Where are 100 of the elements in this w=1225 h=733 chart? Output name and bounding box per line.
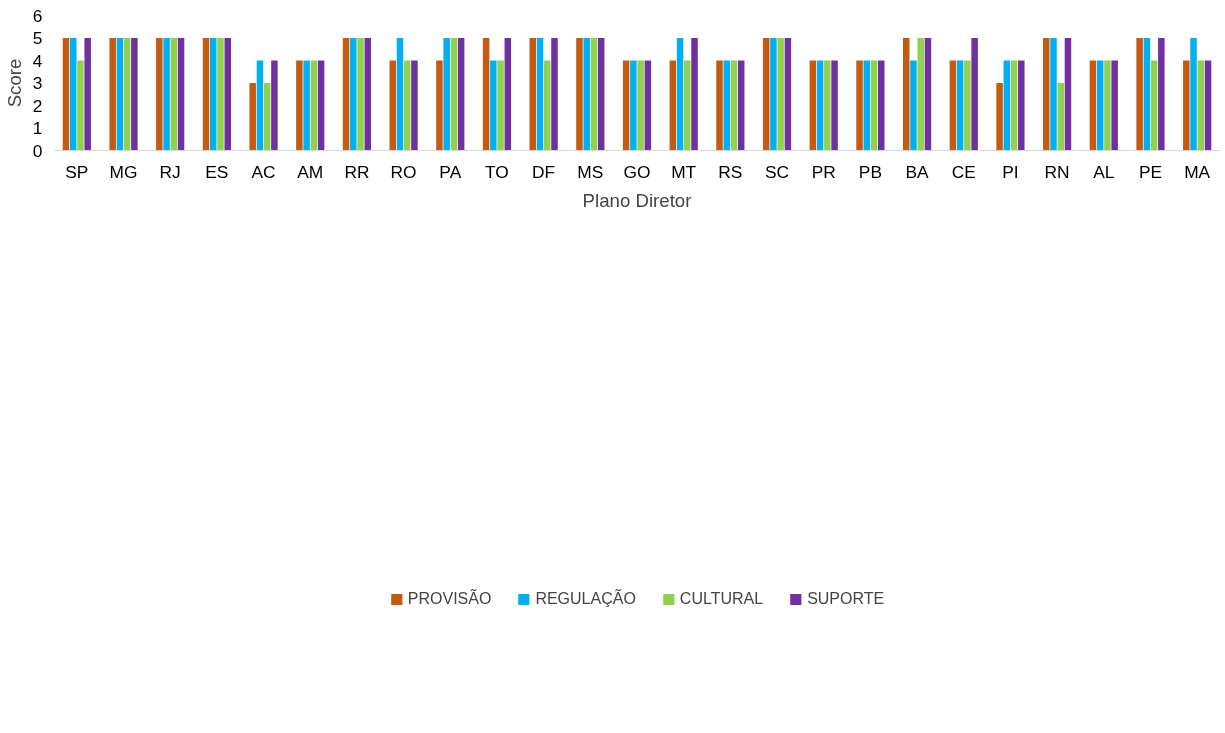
bar <box>971 38 978 151</box>
bar <box>762 38 770 151</box>
bar <box>342 38 350 151</box>
bar <box>202 38 210 151</box>
bar <box>1143 38 1151 151</box>
x-tick-label: RR <box>344 161 370 182</box>
bar <box>403 60 411 151</box>
bar <box>350 38 357 151</box>
x-tick-label: AC <box>251 161 276 182</box>
bar <box>271 60 278 151</box>
bar <box>1158 38 1165 151</box>
bar <box>396 38 404 151</box>
bar <box>784 38 792 151</box>
bar <box>1104 60 1111 151</box>
x-tick-label: RO <box>390 161 417 182</box>
bar <box>1136 38 1143 151</box>
y-tick-label: 2 <box>32 95 43 116</box>
bar <box>77 60 84 151</box>
bar <box>263 83 271 151</box>
bar <box>917 38 924 151</box>
x-tick-label: PA <box>439 161 462 182</box>
bar <box>457 38 465 151</box>
x-tick-label: PI <box>1002 161 1019 182</box>
bar <box>170 38 178 151</box>
bar <box>684 60 691 151</box>
bar <box>249 83 256 151</box>
y-tick-label: 4 <box>32 50 43 71</box>
bar <box>123 38 131 151</box>
y-tick-label: 6 <box>32 5 43 26</box>
bar <box>256 60 264 151</box>
bar <box>824 60 831 151</box>
bar <box>490 60 497 151</box>
bar <box>630 60 637 151</box>
y-tick-label: 0 <box>32 140 43 161</box>
bar <box>1111 60 1118 151</box>
bar <box>1064 38 1072 151</box>
legend-label: REGULAÇÃO <box>535 589 636 608</box>
bar <box>536 38 544 151</box>
bar <box>529 38 537 151</box>
bar <box>482 38 490 151</box>
bar <box>576 38 583 151</box>
x-tick-label: DF <box>532 161 556 182</box>
x-tick-label: MA <box>1184 161 1211 182</box>
bar <box>716 60 723 151</box>
bar <box>902 38 910 151</box>
x-tick-label: BA <box>905 161 930 182</box>
bar <box>723 60 730 151</box>
bar <box>364 38 372 151</box>
bar <box>450 38 458 151</box>
bar <box>924 38 932 151</box>
bar <box>357 38 364 151</box>
legend-label: PROVISÃO <box>407 589 492 608</box>
bar <box>597 38 605 151</box>
y-tick-label: 5 <box>32 28 43 48</box>
bar <box>1096 60 1104 151</box>
bar <box>389 60 396 151</box>
bar <box>62 38 70 151</box>
x-tick-label: ES <box>205 161 229 182</box>
bar <box>669 60 677 151</box>
bar <box>69 38 77 151</box>
bar <box>1018 60 1025 151</box>
x-tick-label: SC <box>765 161 790 182</box>
bar <box>109 38 116 151</box>
bar <box>622 60 630 151</box>
bar <box>217 38 224 151</box>
bar <box>964 60 971 151</box>
bar <box>1150 60 1158 151</box>
bar <box>296 60 303 151</box>
bar <box>436 60 443 151</box>
x-tick-label: RS <box>718 161 743 182</box>
bar <box>1089 60 1097 151</box>
bar <box>210 38 217 151</box>
x-tick-label: AM <box>297 161 324 182</box>
bar <box>770 38 777 151</box>
x-tick-label: RJ <box>159 161 181 182</box>
bar <box>1003 60 1011 151</box>
bar <box>863 60 871 151</box>
x-tick-label: PB <box>858 161 882 182</box>
x-axis-title: Plano Diretor <box>582 189 692 211</box>
x-tick-label: MG <box>109 161 138 182</box>
bar <box>131 38 138 151</box>
bar <box>870 60 878 151</box>
x-tick-label: MS <box>577 161 604 182</box>
bar <box>84 38 91 151</box>
bar <box>956 60 964 151</box>
x-tick-label: AL <box>1093 161 1115 182</box>
bar <box>816 60 824 151</box>
x-tick-label: GO <box>623 161 651 182</box>
bar <box>1197 60 1205 151</box>
bar <box>303 60 310 151</box>
bar <box>691 38 698 151</box>
bar <box>878 60 885 151</box>
bar <box>910 60 917 151</box>
x-tick-label: CE <box>951 161 976 182</box>
bar <box>1057 83 1064 151</box>
bar <box>544 60 551 151</box>
bar <box>1183 60 1190 151</box>
y-axis-title: Score <box>3 58 25 108</box>
bar <box>949 60 957 151</box>
x-tick-label: PR <box>811 161 836 182</box>
